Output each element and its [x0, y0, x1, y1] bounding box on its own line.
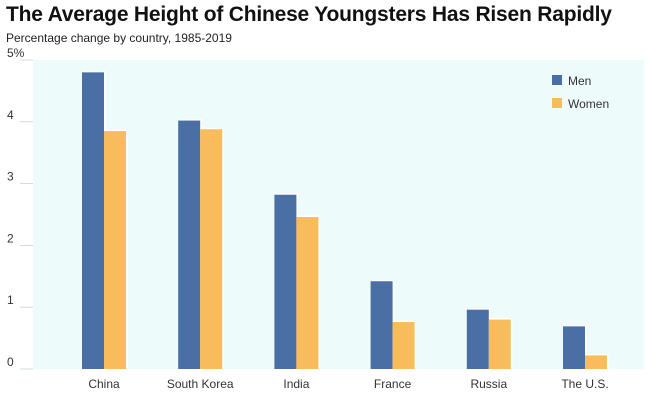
legend: Men Women [552, 74, 609, 111]
chart-title: The Average Height of Chinese Youngsters… [6, 3, 612, 26]
bar-men-south-korea [178, 120, 201, 370]
bar-women-south-korea [200, 129, 223, 369]
bar-men-india [274, 194, 297, 369]
bar-men-the-u-s- [563, 326, 585, 369]
bar-women-china [104, 131, 126, 369]
y-tick-label: 5% [7, 46, 25, 60]
bar-men-france [370, 281, 393, 369]
y-tick-label: 1 [7, 293, 14, 307]
x-tick-label: France [374, 377, 412, 391]
y-tick-label: 2 [7, 231, 14, 245]
y-axis: 0 1 2 3 4 5% [7, 46, 33, 370]
x-axis: China South Korea India France Russia The U.S… [88, 377, 608, 391]
bar-women-russia [488, 319, 511, 369]
plot-area [33, 60, 644, 369]
x-tick-label: South Korea [167, 377, 234, 391]
x-tick-label: The U.S. [561, 377, 608, 391]
x-tick-label: Russia [470, 377, 507, 391]
legend-label-women: Women [568, 97, 609, 111]
bar-women-india [296, 216, 319, 369]
bar-men-russia [466, 309, 489, 369]
x-tick-label: China [88, 377, 120, 391]
y-tick-label: 0 [7, 355, 14, 369]
legend-swatch-men [552, 75, 562, 85]
bars-group [82, 70, 609, 370]
x-tick-label: India [283, 377, 309, 391]
chart-subtitle: Percentage change by country, 1985-2019 [6, 31, 232, 45]
bar-men-china [82, 72, 104, 370]
legend-swatch-women [552, 98, 562, 108]
bar-women-the-u-s- [585, 355, 607, 369]
bar-women-france [392, 322, 415, 369]
y-tick-label: 4 [7, 108, 14, 122]
legend-label-men: Men [568, 74, 591, 88]
y-tick-label: 3 [7, 170, 14, 184]
